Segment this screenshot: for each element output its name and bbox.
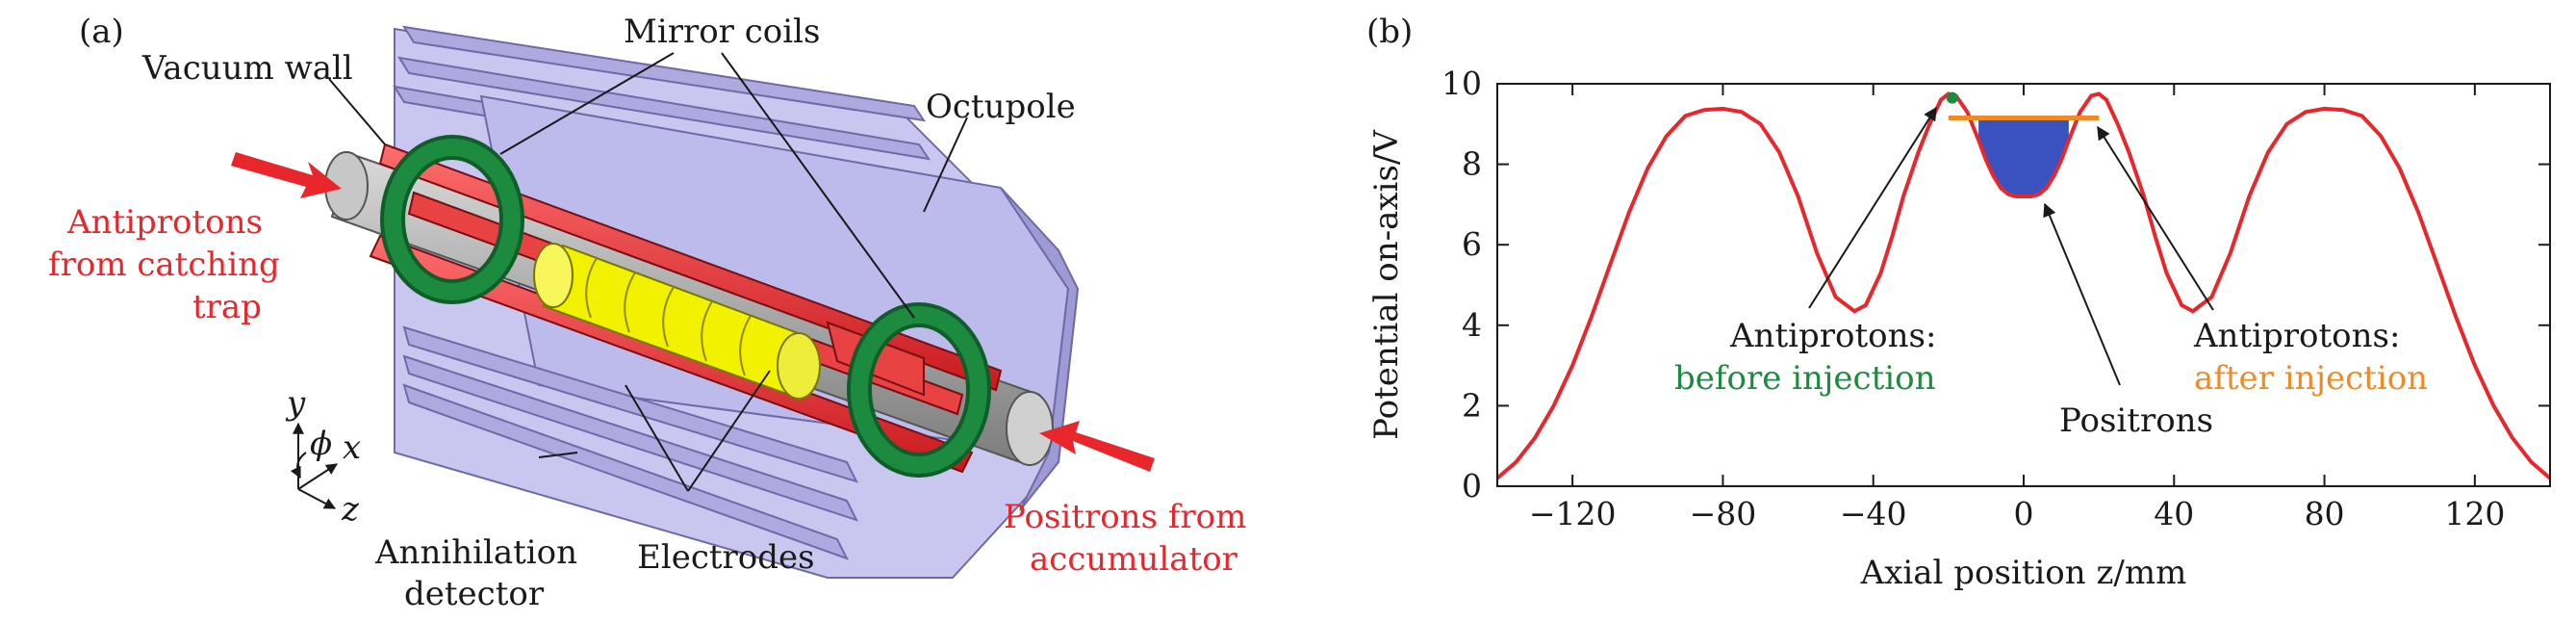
label-vacuum-wall: Vacuum wall bbox=[141, 49, 353, 88]
y-tick-label: 8 bbox=[1462, 145, 1482, 183]
axis-phi-label: ϕ bbox=[310, 425, 332, 463]
y-tick-label: 6 bbox=[1462, 225, 1482, 263]
antiprotons-before-point bbox=[1946, 91, 1958, 104]
label-octupole: Octupole bbox=[926, 88, 1076, 126]
x-tick-label: −40 bbox=[1840, 495, 1907, 532]
annot-before-2: before injection bbox=[1674, 359, 1936, 398]
arrow-before-injection bbox=[1808, 106, 1937, 309]
label-antiprotons-1: Antiprotons bbox=[66, 203, 263, 242]
x-tick-label: 120 bbox=[2444, 495, 2505, 532]
panel-a-apparatus: (a) bbox=[48, 13, 1246, 613]
mirror-coils-shape bbox=[380, 135, 991, 478]
label-antiprotons-3: trap bbox=[192, 288, 262, 326]
panel-a-tag: (a) bbox=[79, 13, 124, 51]
label-antiprotons-2: from catching bbox=[48, 246, 280, 284]
axis-y-label: y bbox=[285, 384, 306, 423]
y-tick-label: 0 bbox=[1462, 467, 1482, 505]
coordinate-axes: y x z ϕ bbox=[285, 384, 361, 529]
panel-b-chart: (b) −120 −80 −40 0 40 80 120 0 2 4 6 8 10 Axial pos… bbox=[1366, 13, 2552, 592]
label-mirror-coils: Mirror coils bbox=[624, 13, 820, 51]
annot-before-1: Antiprotons: bbox=[1729, 317, 1936, 355]
y-tick-label: 2 bbox=[1462, 386, 1482, 424]
y-axis-label: Potential on-axis/V bbox=[1367, 129, 1406, 440]
positrons-fill bbox=[1978, 117, 2069, 196]
arrow-positrons bbox=[2043, 202, 2121, 386]
x-ticks: −120 −80 −40 0 40 80 120 bbox=[1529, 84, 2505, 532]
axis-z-label: z bbox=[341, 490, 360, 529]
label-electrodes: Electrodes bbox=[637, 538, 815, 577]
annot-after-1: Antiprotons: bbox=[2193, 317, 2400, 355]
x-tick-label: 0 bbox=[2014, 495, 2034, 532]
label-positrons-2: accumulator bbox=[1030, 540, 1238, 579]
axis-x-label: x bbox=[343, 428, 361, 467]
x-tick-label: −120 bbox=[1529, 495, 1617, 532]
annot-positrons: Positrons bbox=[2059, 402, 2213, 440]
octupole-shape bbox=[533, 243, 821, 400]
label-annihilation-1: Annihilation bbox=[374, 533, 577, 572]
y-tick-label: 4 bbox=[1462, 306, 1482, 344]
label-annihilation-2: detector bbox=[404, 575, 545, 613]
annot-after-2: after injection bbox=[2194, 359, 2428, 398]
potential-curve bbox=[1495, 91, 2552, 480]
panel-a-leader-lines bbox=[328, 52, 968, 492]
positron-arrow bbox=[1039, 421, 1155, 472]
label-positrons-1: Positrons from bbox=[1004, 498, 1246, 536]
y-tick-label: 10 bbox=[1441, 65, 1482, 102]
y-ticks: 0 2 4 6 8 10 bbox=[1441, 65, 2550, 505]
x-tick-label: 40 bbox=[2154, 495, 2194, 532]
x-axis-label: Axial position z/mm bbox=[1860, 554, 2187, 592]
antiproton-arrow bbox=[231, 152, 342, 198]
panel-b-tag: (b) bbox=[1366, 13, 1413, 51]
arrow-after-injection bbox=[2097, 125, 2214, 311]
plot-area bbox=[1495, 91, 2552, 480]
x-tick-label: 80 bbox=[2305, 495, 2345, 532]
x-tick-label: −80 bbox=[1690, 495, 1757, 532]
